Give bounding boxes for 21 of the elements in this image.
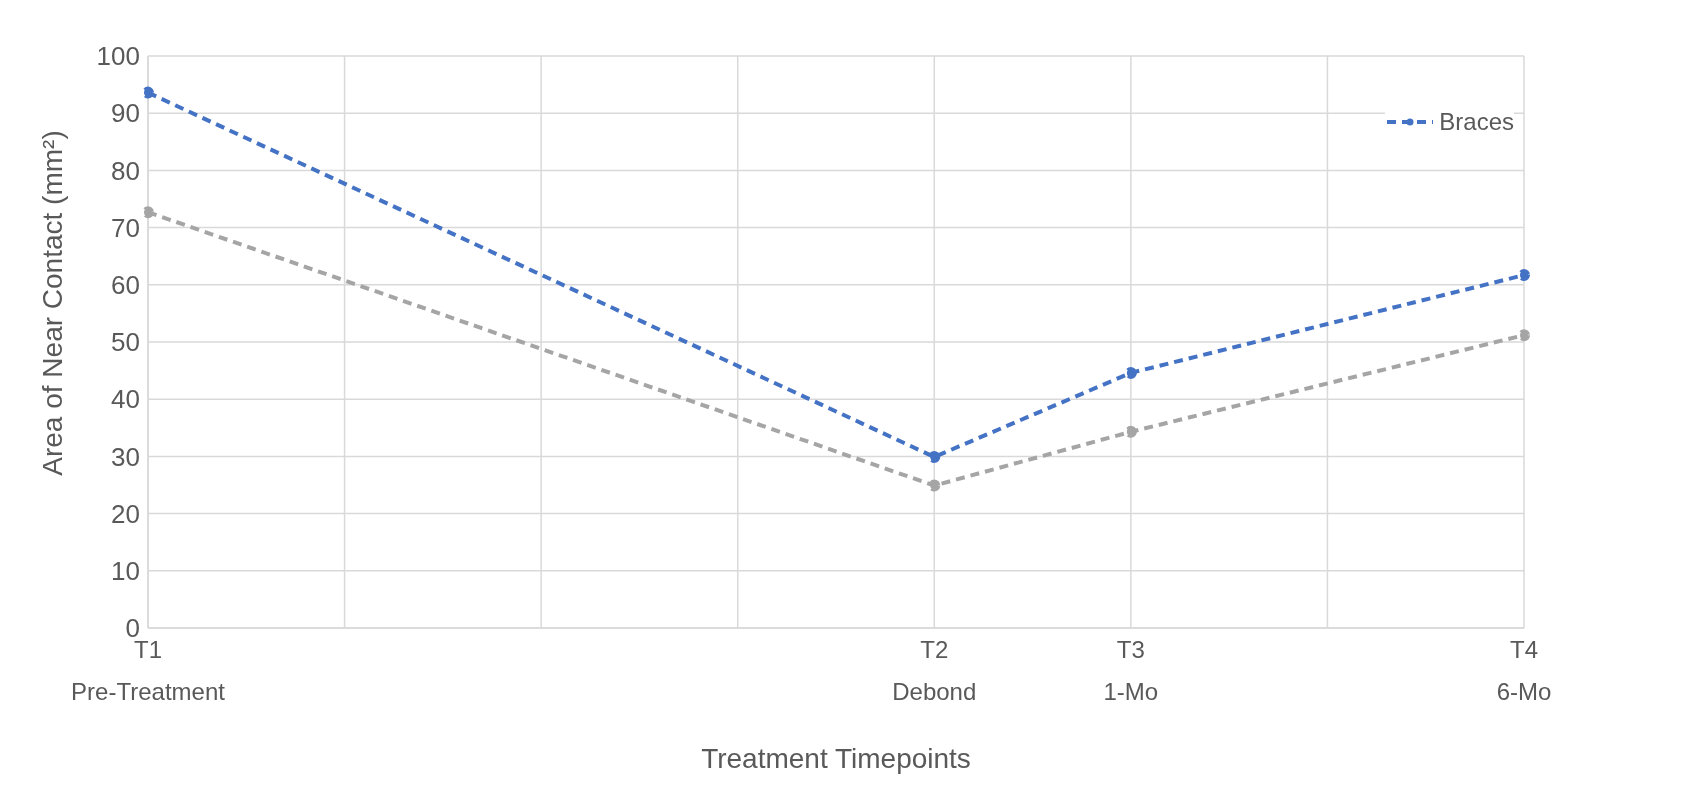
y-tick-label: 90 <box>111 98 140 129</box>
legend-label: Braces <box>1439 108 1514 136</box>
y-tick-label: 10 <box>111 556 140 587</box>
y-tick-label: 30 <box>111 441 140 472</box>
y-axis-title: Area of Near Contact (mm²) <box>37 130 68 476</box>
x-tick-label: T2 Debond <box>892 636 977 705</box>
y-tick-label: 100 <box>96 41 140 72</box>
y-tick-label: 20 <box>111 498 140 529</box>
y-tick-label: 50 <box>111 327 140 358</box>
x-axis-title: Treatment Timepoints <box>701 743 971 774</box>
y-tick-label: 40 <box>111 384 140 415</box>
x-tick-label: T3 1-Mo <box>1103 636 1159 705</box>
x-tick-label: T1 Pre-Treatment <box>71 636 226 705</box>
point <box>142 86 154 99</box>
point <box>1518 269 1530 282</box>
point <box>1518 329 1530 342</box>
y-tick-label: 70 <box>111 212 140 243</box>
x-tick-label: T4 6-Mo <box>1496 636 1552 705</box>
y-tick-label: 80 <box>111 155 140 186</box>
point <box>142 206 154 219</box>
y-tick-label: 60 <box>111 270 140 301</box>
